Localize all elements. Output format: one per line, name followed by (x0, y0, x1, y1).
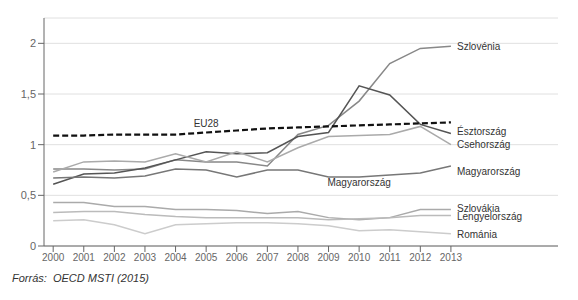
svg-text:Csehország: Csehország (457, 139, 510, 150)
svg-text:2000: 2000 (42, 252, 65, 263)
svg-text:2: 2 (30, 37, 36, 49)
svg-text:Magyarország: Magyarország (327, 177, 390, 188)
svg-text:2012: 2012 (409, 252, 432, 263)
svg-text:2011: 2011 (379, 252, 401, 263)
svg-text:Szlovénia: Szlovénia (457, 41, 501, 52)
svg-text:2009: 2009 (317, 252, 340, 263)
svg-text:0: 0 (30, 240, 36, 252)
svg-text:2005: 2005 (195, 252, 218, 263)
svg-text:Románia: Románia (457, 229, 497, 240)
svg-text:2003: 2003 (134, 252, 157, 263)
svg-text:2010: 2010 (348, 252, 371, 263)
svg-text:2008: 2008 (287, 252, 310, 263)
svg-text:0,5: 0,5 (21, 189, 36, 201)
svg-text:Magyarország: Magyarország (457, 166, 520, 177)
svg-text:2006: 2006 (226, 252, 249, 263)
svg-text:Lengyelország: Lengyelország (457, 211, 522, 222)
svg-text:1: 1 (30, 139, 36, 151)
svg-text:1,5: 1,5 (21, 88, 36, 100)
svg-text:2007: 2007 (256, 252, 279, 263)
html-text:Forrás: OECD MSTI (2015): Forrás: OECD MSTI (2015) (12, 272, 149, 284)
svg-text:2002: 2002 (103, 252, 126, 263)
svg-text:EU28: EU28 (194, 118, 219, 129)
svg-text:2004: 2004 (164, 252, 187, 263)
svg-text:Szlovákia: Szlovákia (457, 202, 500, 214)
svg-text:2001: 2001 (73, 252, 96, 263)
svg-text:Észtország: Észtország (457, 125, 506, 137)
svg-text:2013: 2013 (440, 252, 463, 263)
